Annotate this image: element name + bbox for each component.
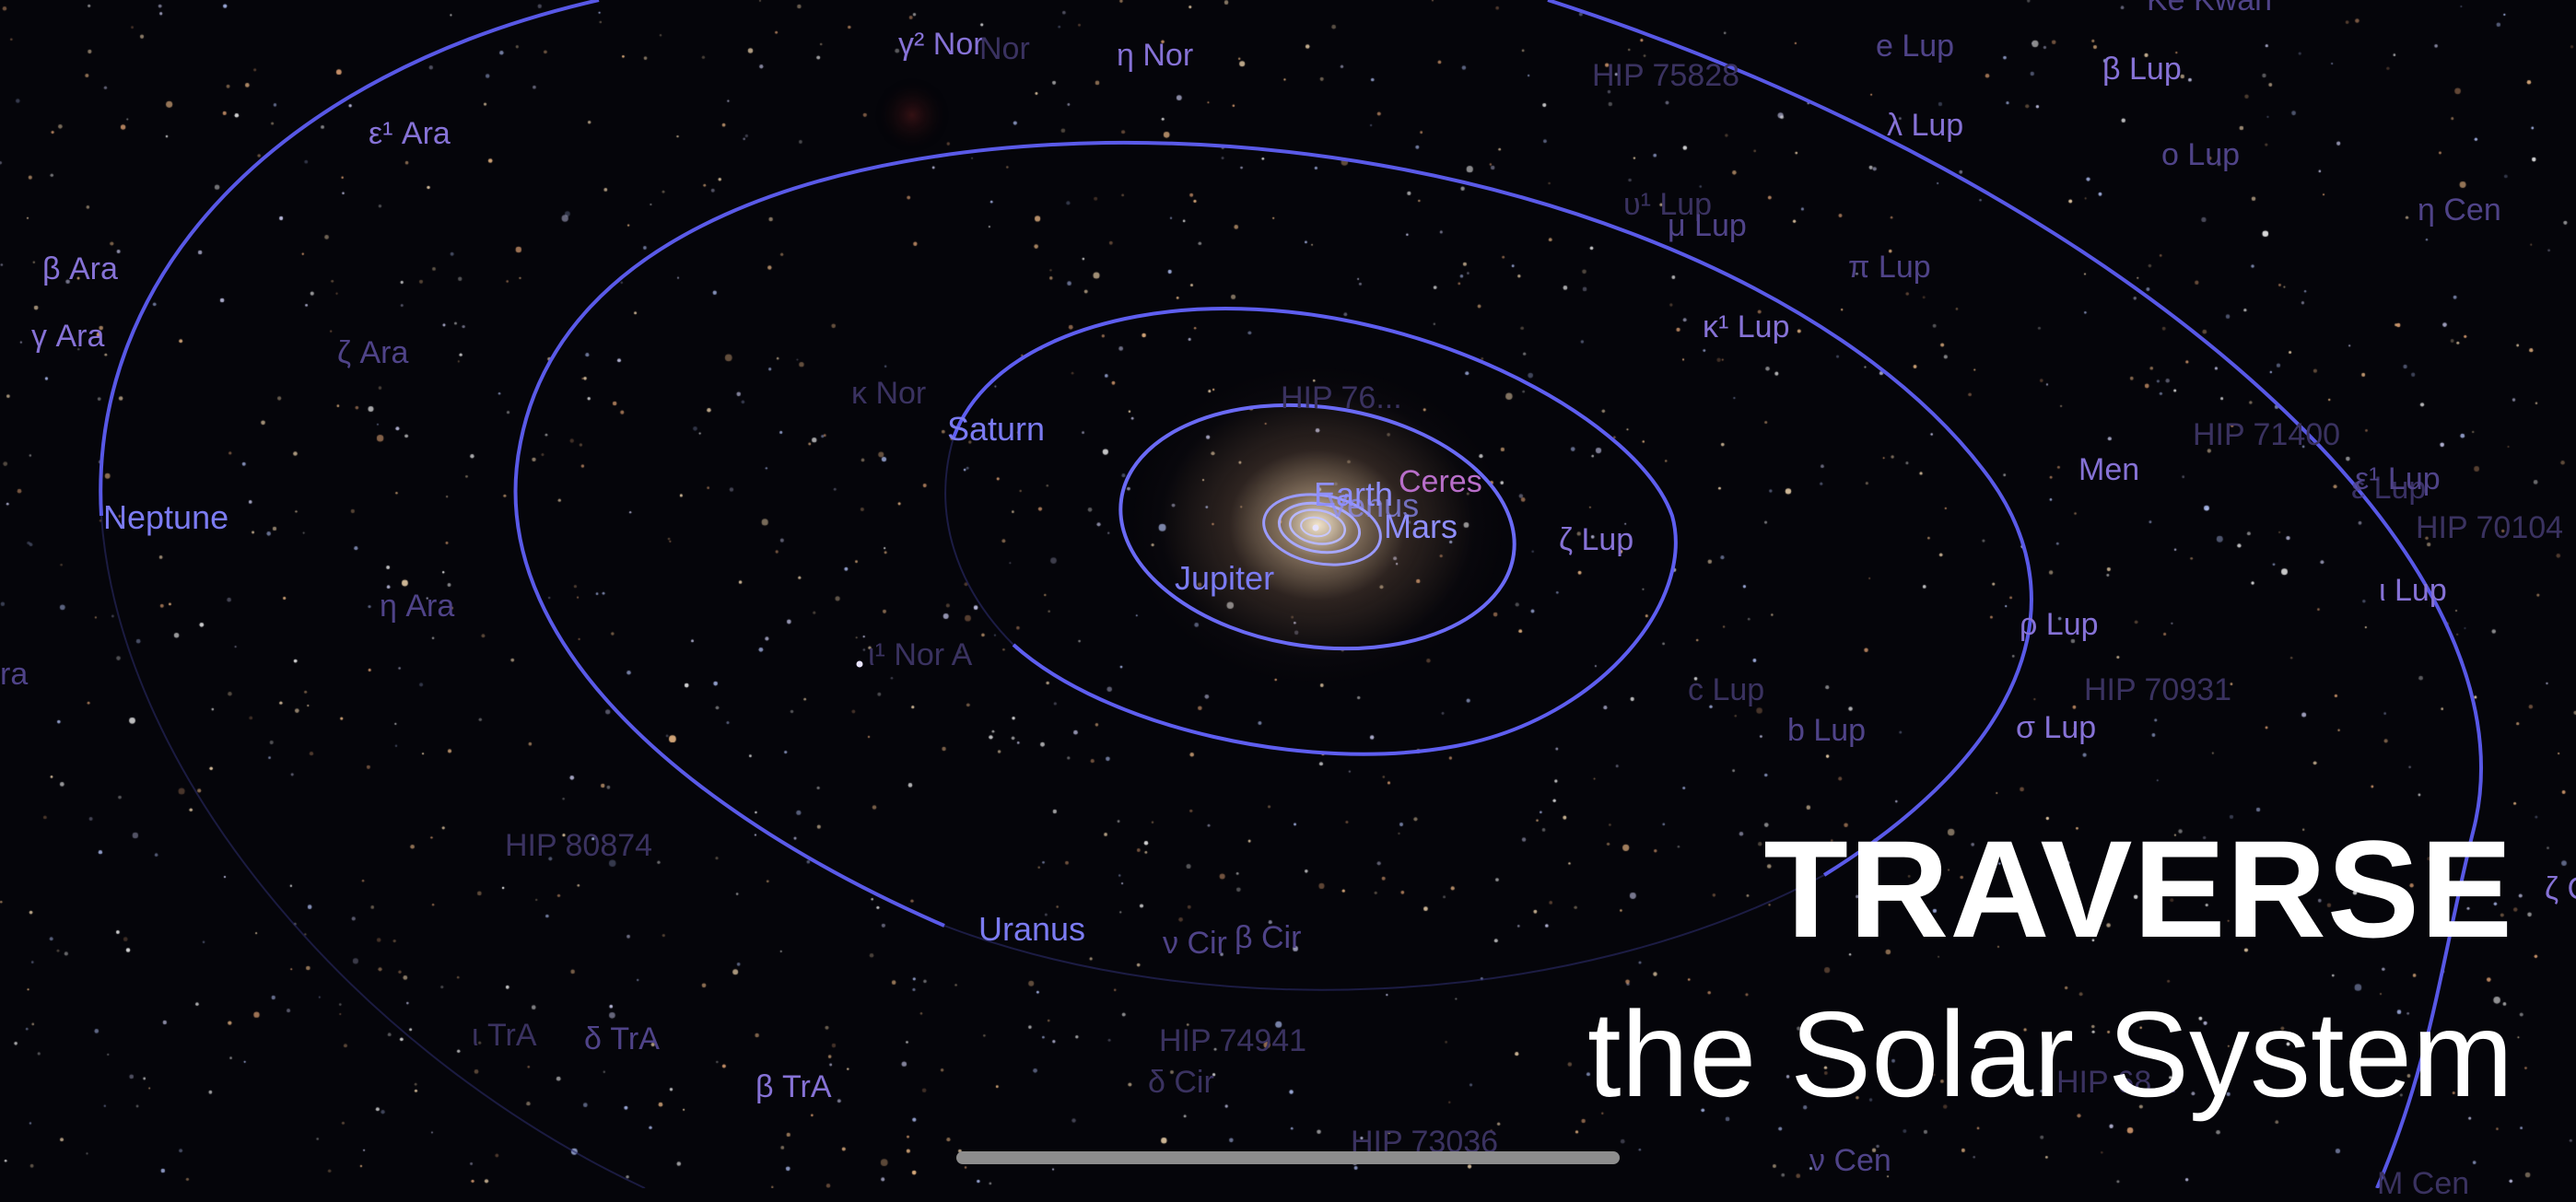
star-label: o Lup (2161, 137, 2241, 172)
star-label: HIP 76... (1281, 380, 1402, 415)
star-label: υ¹ Lup (1623, 187, 1713, 222)
planet-label-neptune[interactable]: Neptune (103, 498, 229, 536)
star-label: Men (2078, 452, 2140, 487)
star-label: γ Ara (31, 319, 105, 354)
mars-orbit (1262, 493, 1382, 566)
star-label: Ke Kwan (2147, 0, 2273, 18)
star-label: ζ C (2545, 871, 2576, 906)
star-label: β Cir (1235, 920, 1302, 955)
planet-label-mars[interactable]: Mars (1384, 508, 1458, 545)
star-label: σ Lup (2016, 710, 2097, 745)
star-label: ε¹ Lup (2355, 461, 2441, 496)
planet-label-uranus[interactable]: Uranus (978, 910, 1086, 948)
star-label: η Nor (1117, 38, 1194, 73)
home-indicator[interactable] (956, 1151, 1620, 1164)
uranus-orbit (513, 140, 2033, 928)
saturn-orbit (952, 306, 1678, 756)
saturn-orbit-faint (944, 437, 1014, 646)
star-label: Nor (979, 31, 1030, 66)
star-label: HIP 75828 (1592, 58, 1740, 93)
star-label: HIP 70104 (2416, 510, 2564, 545)
star-label: b Lup (1787, 713, 1867, 748)
star-label: β Lup (2102, 52, 2182, 87)
star-label: HIP 80874 (505, 828, 653, 863)
star-label: HIP 68... (2056, 1065, 2178, 1100)
planet-label-venus[interactable]: Venus (1327, 486, 1420, 524)
star-label: ra (0, 657, 29, 692)
neptune-orbit (99, 0, 2484, 1188)
star-label: ν Cen (1809, 1143, 1891, 1178)
headline-subtitle: the Solar System (1587, 986, 2513, 1122)
star-label: c Lup (1688, 672, 1765, 707)
star-label: κ Nor (851, 376, 927, 411)
star-label: HIP 74941 (1159, 1023, 1307, 1058)
star-label: ζ Lup (1559, 522, 1634, 557)
star-label: ρ Lup (2020, 607, 2099, 642)
star-label: γ² Nor (898, 27, 984, 62)
star-label: κ¹ Lup (1703, 309, 1790, 344)
star-label: ι¹ Nor A (868, 637, 973, 672)
star-label: ι TrA (472, 1018, 537, 1053)
star-label: ε Lup (2351, 471, 2427, 506)
venus-orbit (1289, 508, 1346, 545)
planet-label-earth[interactable]: Earth (1314, 475, 1394, 513)
neptune-orbit-faint (100, 515, 646, 1188)
star-label: δ TrA (584, 1021, 660, 1056)
jupiter-orbit (1118, 403, 1516, 651)
earth-marker[interactable] (1312, 524, 1319, 531)
star-label: δ Cir (1148, 1065, 1214, 1100)
star-label: η Cen (2418, 193, 2501, 228)
star-label: M Cen (2377, 1166, 2470, 1201)
star-label: β Ara (42, 251, 118, 286)
dwarf-planet-label-ceres[interactable]: Ceres (1399, 464, 1482, 499)
star-label: μ Lup (1668, 208, 1747, 243)
star-label: η Ara (380, 589, 455, 624)
star-label: ζ Ara (337, 335, 409, 370)
star-label: ε¹ Ara (369, 116, 451, 151)
star-label: HIP 71400 (2193, 417, 2341, 452)
star-label: ι Lup (2379, 573, 2447, 608)
planet-label-saturn[interactable]: Saturn (947, 410, 1046, 448)
mercury-orbit (1300, 516, 1331, 538)
star-label: π Lup (1848, 250, 1931, 285)
planet-label-jupiter[interactable]: Jupiter (1175, 559, 1275, 597)
star-marker (856, 660, 863, 668)
star-label: HIP 70931 (2084, 672, 2232, 707)
uranus-orbit-faint (943, 874, 1825, 991)
star-label: λ Lup (1887, 108, 1964, 143)
star-label: β TrA (755, 1069, 832, 1104)
star-label: ν Cir (1163, 926, 1227, 961)
headline-title: TRAVERSE (1763, 811, 2513, 966)
earth-orbit (1277, 501, 1362, 554)
star-label: e Lup (1876, 29, 1955, 64)
